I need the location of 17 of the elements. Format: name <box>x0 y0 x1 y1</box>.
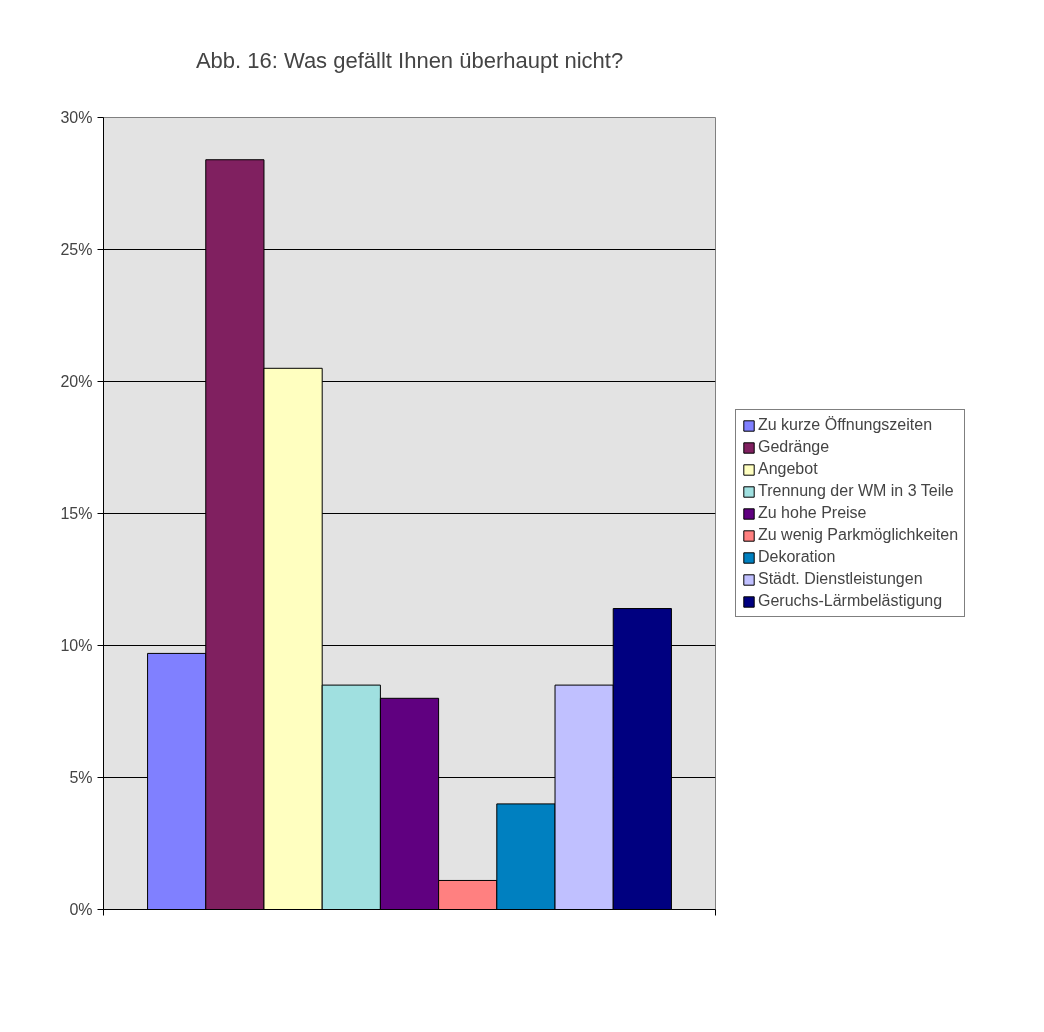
legend-label: Zu kurze Öffnungszeiten <box>758 416 933 434</box>
y-tick-label: 5% <box>69 769 93 786</box>
legend-label: Städt. Dienstleistungen <box>758 570 923 588</box>
legend-label: Zu wenig Parkmöglichkeiten <box>758 526 959 544</box>
y-tick-label: 15% <box>60 505 93 522</box>
y-tick-label: 30% <box>60 109 93 126</box>
y-tick-label: 0% <box>69 901 93 918</box>
legend-label: Geruchs-Lärmbelästigung <box>758 592 943 610</box>
y-tick-label: 25% <box>60 241 93 258</box>
y-tick-label: 10% <box>60 637 93 654</box>
legend-label: Zu hohe Preise <box>758 504 867 522</box>
legend-label: Gedränge <box>758 438 830 456</box>
legend-label: Angebot <box>758 460 818 478</box>
chart-title: Abb. 16: Was gefällt Ihnen überhaupt nicht? <box>195 47 624 73</box>
legend-label: Dekoration <box>758 548 836 566</box>
y-tick-label: 20% <box>60 373 93 390</box>
legend-label: Trennung der WM in 3 Teile <box>758 482 954 500</box>
